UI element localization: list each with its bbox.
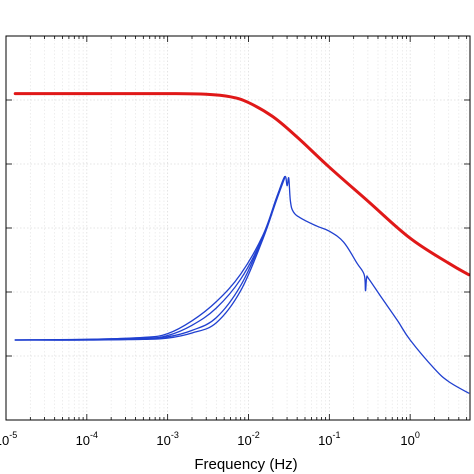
x-tick-label-base: 10 <box>76 433 90 448</box>
x-tick-label-exponent: -1 <box>333 430 341 440</box>
x-tick-label: 10-2 <box>237 430 259 448</box>
x-tick-label: 100 <box>400 430 419 448</box>
x-tick-label-base: 10 <box>237 433 251 448</box>
tick-marks <box>5 35 470 421</box>
series-line-1 <box>14 175 470 394</box>
x-tick-label-exponent: -4 <box>90 430 98 440</box>
x-tick-label-base: 10 <box>400 433 414 448</box>
x-tick-label-base: 10 <box>0 433 9 448</box>
x-tick-label-exponent: -5 <box>9 430 17 440</box>
x-tick-label-exponent: -2 <box>252 430 260 440</box>
x-tick-label-exponent: -3 <box>171 430 179 440</box>
x-tick-label: 10-1 <box>318 430 340 448</box>
series-line-0 <box>13 92 471 277</box>
series-layer <box>13 92 471 394</box>
series-line-3 <box>14 177 286 341</box>
x-tick-label: 10-3 <box>156 430 178 448</box>
x-tick-label-base: 10 <box>156 433 170 448</box>
series-line-4 <box>14 176 286 341</box>
x-tick-label-exponent: 0 <box>415 430 420 440</box>
x-tick-label-base: 10 <box>318 433 332 448</box>
x-axis-title: Frequency (Hz) <box>194 456 297 473</box>
x-tick-label: 10-4 <box>76 430 98 448</box>
x-tick-label: 10-5 <box>0 430 17 448</box>
